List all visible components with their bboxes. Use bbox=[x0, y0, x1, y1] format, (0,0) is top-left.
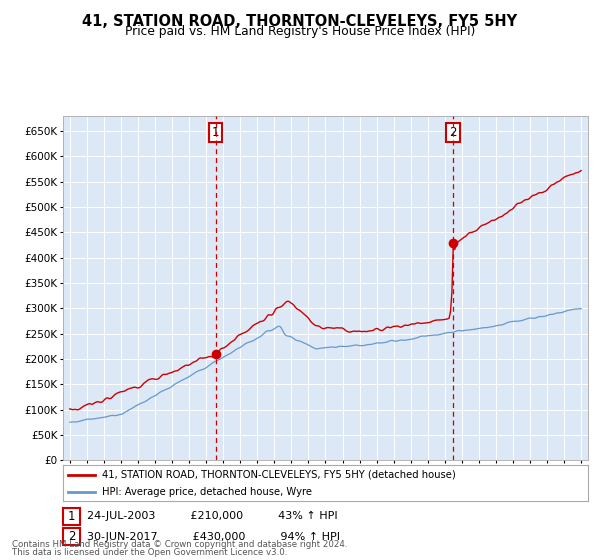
Text: 41, STATION ROAD, THORNTON-CLEVELEYS, FY5 5HY (detached house): 41, STATION ROAD, THORNTON-CLEVELEYS, FY… bbox=[103, 470, 456, 480]
Text: 1: 1 bbox=[68, 510, 75, 523]
Text: HPI: Average price, detached house, Wyre: HPI: Average price, detached house, Wyre bbox=[103, 487, 313, 497]
Text: Contains HM Land Registry data © Crown copyright and database right 2024.: Contains HM Land Registry data © Crown c… bbox=[12, 540, 347, 549]
Text: Price paid vs. HM Land Registry's House Price Index (HPI): Price paid vs. HM Land Registry's House … bbox=[125, 25, 475, 38]
Text: 2: 2 bbox=[449, 125, 457, 139]
Text: 41, STATION ROAD, THORNTON-CLEVELEYS, FY5 5HY: 41, STATION ROAD, THORNTON-CLEVELEYS, FY… bbox=[82, 14, 518, 29]
Text: This data is licensed under the Open Government Licence v3.0.: This data is licensed under the Open Gov… bbox=[12, 548, 287, 557]
Text: 30-JUN-2017          £430,000          94% ↑ HPI: 30-JUN-2017 £430,000 94% ↑ HPI bbox=[87, 531, 340, 542]
Text: 1: 1 bbox=[212, 125, 220, 139]
Text: 2: 2 bbox=[68, 530, 75, 543]
Text: 24-JUL-2003          £210,000          43% ↑ HPI: 24-JUL-2003 £210,000 43% ↑ HPI bbox=[87, 511, 338, 521]
